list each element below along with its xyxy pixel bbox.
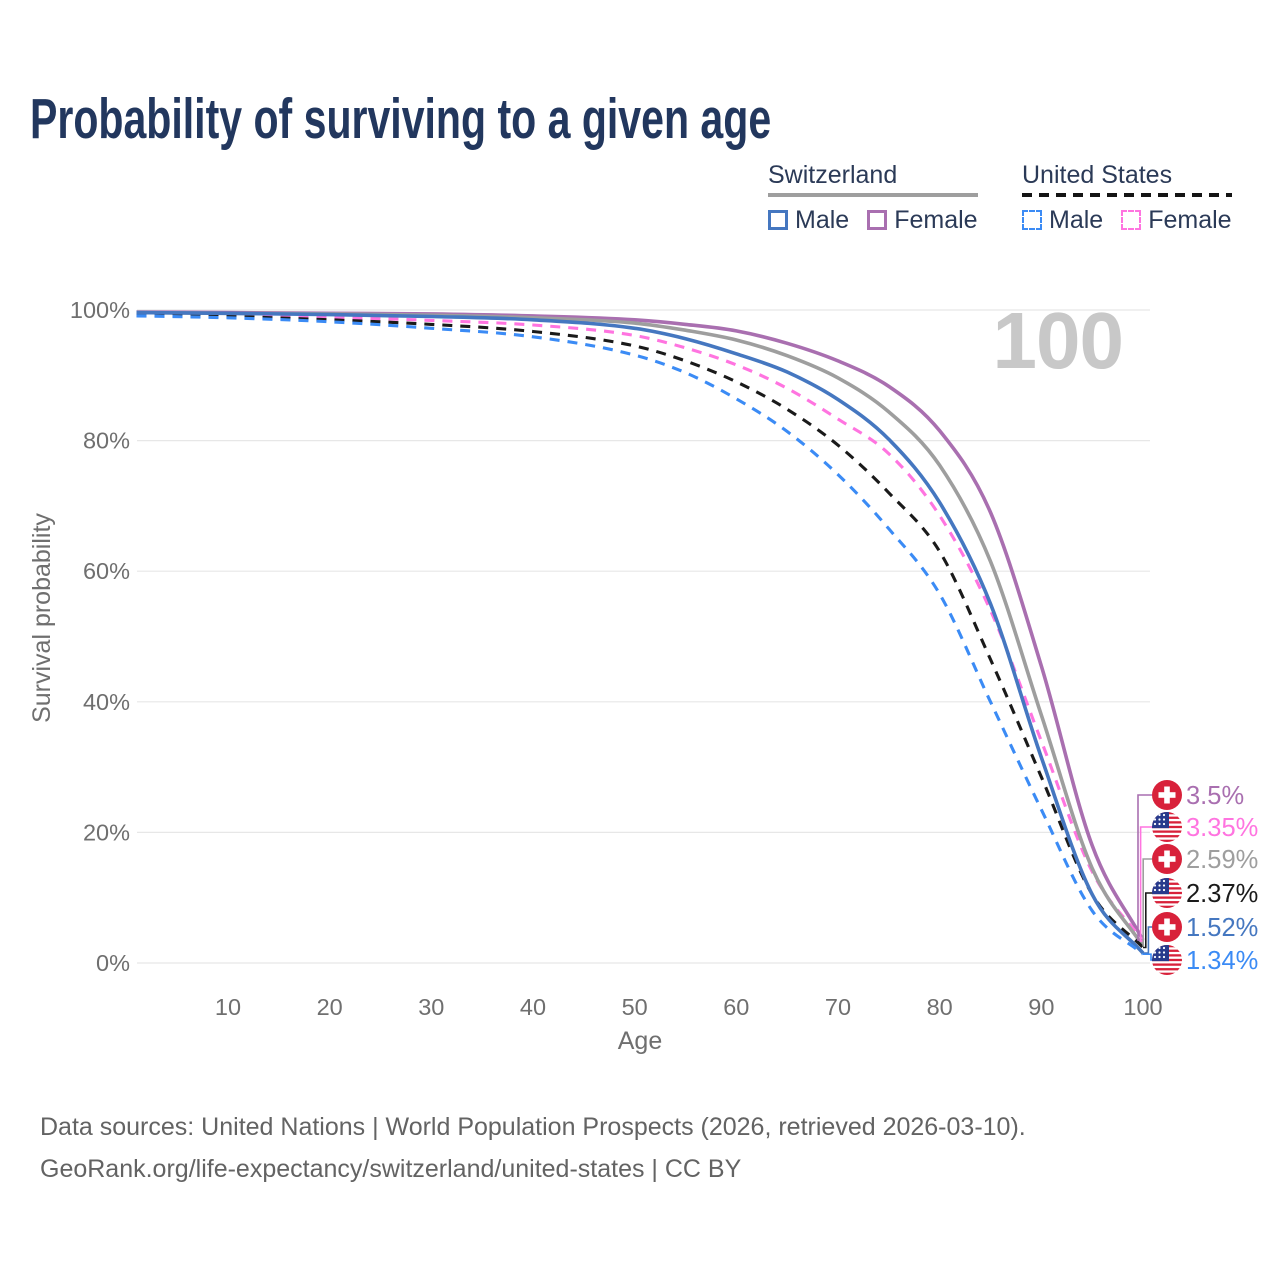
x-tick-label: 30: [418, 994, 444, 1020]
y-tick-label: 0%: [96, 950, 130, 976]
x-tick-label: 60: [723, 994, 749, 1020]
y-tick-label: 40%: [83, 689, 130, 715]
legend-item-label: Male: [795, 205, 850, 234]
legend-swatch-icon: [768, 210, 788, 230]
us-flag-icon: [1152, 878, 1182, 908]
curve-switzerland-female[interactable]: [136, 310, 1145, 941]
y-tick-label: 20%: [83, 819, 130, 845]
curve-switzerland-male[interactable]: [136, 310, 1145, 955]
legend-item-label: Male: [1049, 205, 1104, 234]
legend-country-label[interactable]: Switzerland: [768, 161, 898, 189]
x-tick-label: 20: [317, 994, 343, 1020]
legend-item-male[interactable]: Male: [1022, 206, 1103, 235]
swiss-flag-icon: [1152, 844, 1182, 874]
end-value-label: 1.52%: [1186, 914, 1258, 942]
leader-line: [1142, 858, 1152, 947]
legend-line-style-sample: [768, 192, 978, 197]
curve-united-states-female[interactable]: [136, 312, 1145, 943]
leader-line: [1143, 953, 1152, 961]
leader-line: [1139, 826, 1152, 942]
us-flag-icon: [1152, 945, 1182, 975]
x-tick-label: 10: [215, 994, 241, 1020]
age-watermark: 100: [993, 296, 1123, 385]
x-tick-label: 80: [927, 994, 953, 1020]
leader-line: [1143, 926, 1152, 954]
y-tick-label: 100%: [70, 297, 130, 323]
footer-sources: Data sources: United Nations | World Pop…: [40, 1113, 1026, 1141]
end-value-label: 2.37%: [1186, 880, 1258, 908]
legend-group-switzerland: Switzerland Male Female: [768, 161, 978, 235]
legend-line-style-sample: [1022, 192, 1232, 197]
curve-united-states-all[interactable]: [136, 313, 1145, 949]
legend-swatch-icon: [1022, 210, 1042, 230]
x-axis-title: Age: [618, 1027, 662, 1055]
legend-item-label: Female: [894, 205, 978, 234]
end-value-label: 1.34%: [1186, 947, 1258, 975]
us-flag-icon: [1152, 812, 1182, 842]
footer-link: GeoRank.org/life-expectancy/switzerland/…: [40, 1155, 742, 1183]
footer: Data sources: United Nations | World Pop…: [40, 1106, 1026, 1190]
legend-country-label[interactable]: United States: [1022, 161, 1173, 189]
x-tick-label: 70: [825, 994, 851, 1020]
legend-swatch-icon: [867, 210, 888, 230]
page-title: Probability of surviving to a given age: [30, 87, 772, 151]
x-tick-label: 90: [1028, 994, 1054, 1020]
x-tick-label: 40: [520, 994, 546, 1020]
x-tick-label: 100: [1123, 994, 1162, 1020]
legend-item-label: Female: [1148, 205, 1232, 234]
y-tick-label: 60%: [83, 558, 130, 584]
x-tick-label: 50: [622, 994, 648, 1020]
legend-item-male[interactable]: Male: [768, 206, 849, 235]
legend-item-female[interactable]: Female: [867, 205, 978, 235]
curve-switzerland-all[interactable]: [136, 310, 1145, 948]
curve-united-states-male[interactable]: [136, 314, 1145, 956]
legend-item-female[interactable]: Female: [1121, 205, 1232, 235]
swiss-flag-icon: [1152, 780, 1182, 810]
legend-group-united-states: United States Male Female: [1022, 161, 1232, 235]
end-value-label: 3.35%: [1186, 814, 1258, 842]
legend-swatch-icon: [1121, 210, 1142, 230]
swiss-flag-icon: [1152, 912, 1182, 942]
end-value-label: 2.59%: [1186, 846, 1258, 874]
leader-line: [1143, 892, 1152, 949]
y-axis-title: Survival probability: [28, 513, 56, 723]
end-value-label: 3.5%: [1186, 782, 1244, 810]
y-tick-label: 80%: [83, 428, 130, 454]
